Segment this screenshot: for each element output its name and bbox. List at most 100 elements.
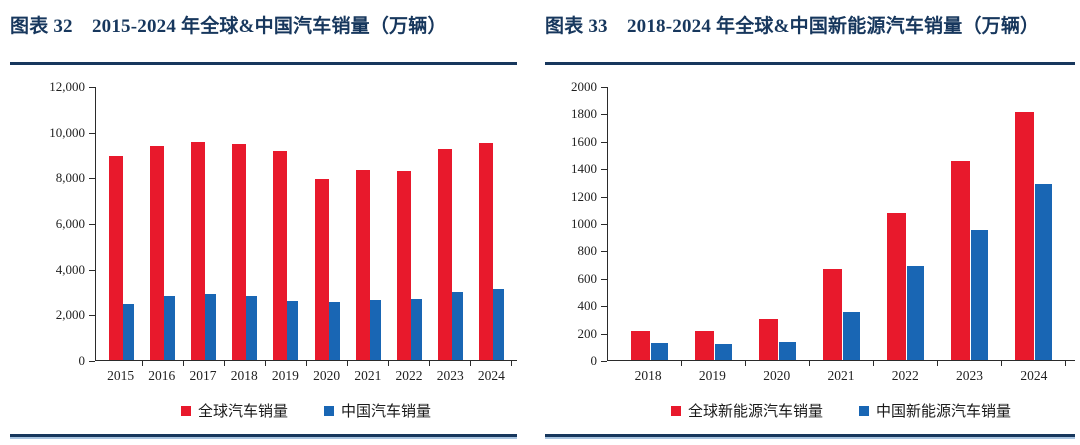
- bar-group-2021: [809, 87, 875, 366]
- legend-swatch-global-auto: [180, 405, 191, 416]
- y-tick-200: 200: [578, 326, 608, 342]
- legend-swatch-china-auto: [324, 405, 334, 416]
- figure-33-y-axis: 2000 1800 1600 1400 1200 1000 800 600 400 200 0: [545, 79, 608, 368]
- bar-china-auto-2023: [451, 291, 463, 360]
- bar-group-2018: [617, 87, 682, 366]
- figure-32-title: 图表 32 2015-2024 年全球&中国汽车销量（万辆）: [10, 16, 447, 37]
- legend-label-china-nev: 中国新能源汽车销量: [876, 404, 1012, 420]
- y-tick-0: 0: [591, 353, 608, 369]
- bar-group-2019: [681, 87, 746, 366]
- bar-global-auto-2020: [314, 178, 329, 360]
- figure-33-title: 图表 33 2018-2024 年全球&中国新能源汽车销量（万辆）: [545, 16, 1040, 37]
- bar-group-2015: [101, 87, 143, 366]
- bar-group-2024: [1002, 87, 1067, 366]
- bar-group-2016: [142, 87, 184, 366]
- figure-33-title-block: 图表 33 2018-2024 年全球&中国新能源汽车销量（万辆）: [545, 8, 1075, 65]
- legend-item-china-nev: 中国新能源汽车销量: [859, 400, 1011, 421]
- figure-33-x-axis: 2018 2019 2020 2021 2022 2023 2024: [607, 368, 1075, 384]
- y-tick-1200: 1200: [571, 189, 607, 205]
- bar-china-auto-2024: [492, 288, 504, 360]
- figure-32-chart: 12,000 10,000 8,000 6,000 4,000 2,000 0: [10, 79, 517, 368]
- bar-china-auto-2020: [328, 302, 340, 360]
- bar-global-nev-2023: [951, 160, 971, 360]
- bar-global-auto-2019: [273, 150, 288, 360]
- bar-global-nev-2018: [630, 331, 650, 360]
- bar-global-auto-2018: [232, 143, 247, 360]
- bar-group-2020: [745, 87, 811, 366]
- bar-china-nev-2019: [714, 343, 732, 360]
- bar-global-nev-2019: [694, 331, 714, 360]
- bar-global-nev-2022: [887, 212, 907, 360]
- figure-32-title-block: 图表 32 2015-2024 年全球&中国汽车销量（万辆）: [10, 8, 517, 65]
- y-tick-1600: 1600: [571, 134, 607, 150]
- bar-group-2022: [874, 87, 939, 366]
- bar-global-nev-2024: [1015, 111, 1035, 360]
- x-label-2021: 2021: [827, 368, 855, 383]
- x-label-2018: 2018: [634, 368, 662, 383]
- x-label-2018: 2018: [230, 368, 258, 383]
- x-label-2015: 2015: [107, 368, 135, 383]
- bar-group-2019: [265, 87, 308, 366]
- bar-global-auto-2023: [437, 149, 452, 360]
- y-tick-12000: 12,000: [49, 79, 95, 95]
- bar-china-nev-2022: [907, 265, 925, 360]
- bar-china-auto-2021: [369, 300, 381, 360]
- y-tick-2000: 2000: [571, 79, 607, 95]
- y-tick-1800: 1800: [571, 106, 607, 122]
- bar-global-auto-2021: [355, 170, 370, 360]
- y-tick-600: 600: [578, 271, 608, 287]
- y-tick-400: 400: [578, 298, 608, 314]
- y-tick-10000: 10,000: [49, 125, 95, 141]
- bar-global-nev-2021: [822, 268, 842, 360]
- figure-32-bottom-rule: [10, 434, 517, 437]
- x-label-2022: 2022: [891, 368, 919, 383]
- x-label-2021: 2021: [354, 368, 382, 383]
- legend-label-global-auto: 全球汽车销量: [197, 404, 288, 420]
- y-tick-1000: 1000: [571, 216, 607, 232]
- legend-label-china-auto: 中国汽车销量: [341, 404, 432, 420]
- figure-32-legend: 全球汽车销量 中国汽车销量: [95, 400, 517, 421]
- x-label-2020: 2020: [313, 368, 341, 383]
- bar-group-2024: [471, 87, 513, 366]
- legend-item-global-auto: 全球汽车销量: [180, 400, 288, 421]
- bar-group-2020: [306, 87, 349, 366]
- bar-global-auto-2015: [109, 155, 124, 360]
- figure-32-x-axis: 2015 2016 2017 2018 2019 2020 2021 2022 2023 2024: [95, 368, 517, 384]
- y-tick-6000: 6,000: [56, 216, 96, 232]
- y-tick-1400: 1400: [571, 161, 607, 177]
- legend-item-global-nev: 全球新能源汽车销量: [670, 400, 823, 421]
- legend-label-global-nev: 全球新能源汽车销量: [687, 404, 823, 420]
- figure-33-bottom-rule: [545, 434, 1075, 437]
- bar-group-2021: [348, 87, 390, 366]
- x-label-2024: 2024: [477, 368, 505, 383]
- legend-item-china-auto: 中国汽车销量: [324, 400, 431, 421]
- panel-figure-33: 图表 33 2018-2024 年全球&中国新能源汽车销量（万辆） 2000 18…: [545, 8, 1075, 441]
- x-label-2016: 2016: [148, 368, 176, 383]
- bar-group-2023: [430, 87, 472, 366]
- x-label-2022: 2022: [395, 368, 423, 383]
- bar-group-2017: [183, 87, 225, 366]
- x-label-2023: 2023: [436, 368, 464, 383]
- bar-group-2023: [938, 87, 1003, 366]
- legend-swatch-china-nev: [859, 405, 869, 416]
- x-label-2020: 2020: [763, 368, 791, 383]
- bar-china-nev-2020: [778, 341, 796, 360]
- figure-33-legend: 全球新能源汽车销量 中国新能源汽车销量: [607, 400, 1075, 421]
- y-tick-2000: 2,000: [56, 307, 96, 323]
- bar-china-auto-2016: [164, 296, 176, 360]
- figure-33-plot-area: [607, 87, 1075, 366]
- bar-china-auto-2017: [205, 294, 217, 360]
- bar-china-nev-2023: [971, 230, 989, 360]
- bar-global-auto-2022: [396, 171, 411, 360]
- x-label-2017: 2017: [189, 368, 217, 383]
- bar-global-auto-2016: [150, 146, 165, 360]
- bar-china-auto-2022: [410, 298, 422, 360]
- bar-china-nev-2021: [842, 312, 860, 360]
- bar-china-auto-2019: [287, 301, 299, 360]
- bar-china-nev-2018: [650, 342, 668, 360]
- legend-swatch-global-nev: [670, 405, 681, 416]
- figure-33-chart: 2000 1800 1600 1400 1200 1000 800 600 400 200 0: [545, 79, 1075, 368]
- bar-global-auto-2017: [191, 141, 206, 360]
- bar-group-2018: [224, 87, 266, 366]
